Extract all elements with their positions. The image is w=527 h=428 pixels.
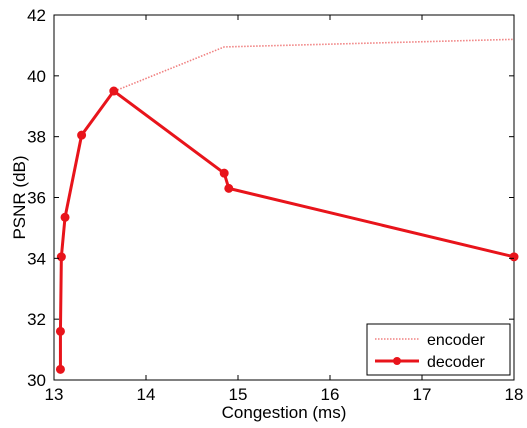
x-tick-label: 17 bbox=[413, 385, 432, 404]
legend-box bbox=[366, 323, 511, 376]
ticks-layer: 13 14 15 16 17 18 30 32 34 36 38 40 42 bbox=[27, 6, 523, 404]
x-axis-label: Congestion (ms) bbox=[222, 403, 347, 422]
data-point-decoder bbox=[77, 130, 87, 140]
legend-label-decoder: decoder bbox=[427, 354, 485, 371]
data-point-decoder bbox=[224, 183, 234, 193]
y-tick-label: 36 bbox=[27, 189, 46, 208]
data-point-decoder bbox=[55, 326, 65, 336]
data-point-decoder bbox=[109, 86, 119, 96]
data-point-decoder bbox=[60, 212, 70, 222]
data-point-decoder bbox=[55, 364, 65, 374]
data-point-decoder bbox=[509, 252, 519, 262]
x-tick-label: 16 bbox=[321, 385, 340, 404]
series-layer bbox=[55, 38, 519, 374]
y-axis-label: PSNR (dB) bbox=[10, 155, 29, 239]
y-tick-label: 32 bbox=[27, 310, 46, 329]
legend: encoder decoder bbox=[366, 323, 511, 376]
legend-label-encoder: encoder bbox=[427, 332, 485, 349]
y-tick-label: 38 bbox=[27, 128, 46, 147]
y-tick-label: 34 bbox=[27, 249, 46, 268]
data-point-decoder bbox=[219, 168, 229, 178]
x-tick-label: 14 bbox=[137, 385, 156, 404]
legend-marker-decoder bbox=[393, 357, 401, 365]
x-tick-label: 15 bbox=[229, 385, 248, 404]
x-tick-label: 13 bbox=[45, 385, 64, 404]
series-line-encoder bbox=[114, 38, 515, 92]
data-point-decoder bbox=[56, 252, 66, 262]
y-tick-label: 40 bbox=[27, 67, 46, 86]
y-tick-label: 42 bbox=[27, 6, 46, 25]
y-tick-label: 30 bbox=[27, 371, 46, 390]
x-tick-label: 18 bbox=[505, 385, 524, 404]
